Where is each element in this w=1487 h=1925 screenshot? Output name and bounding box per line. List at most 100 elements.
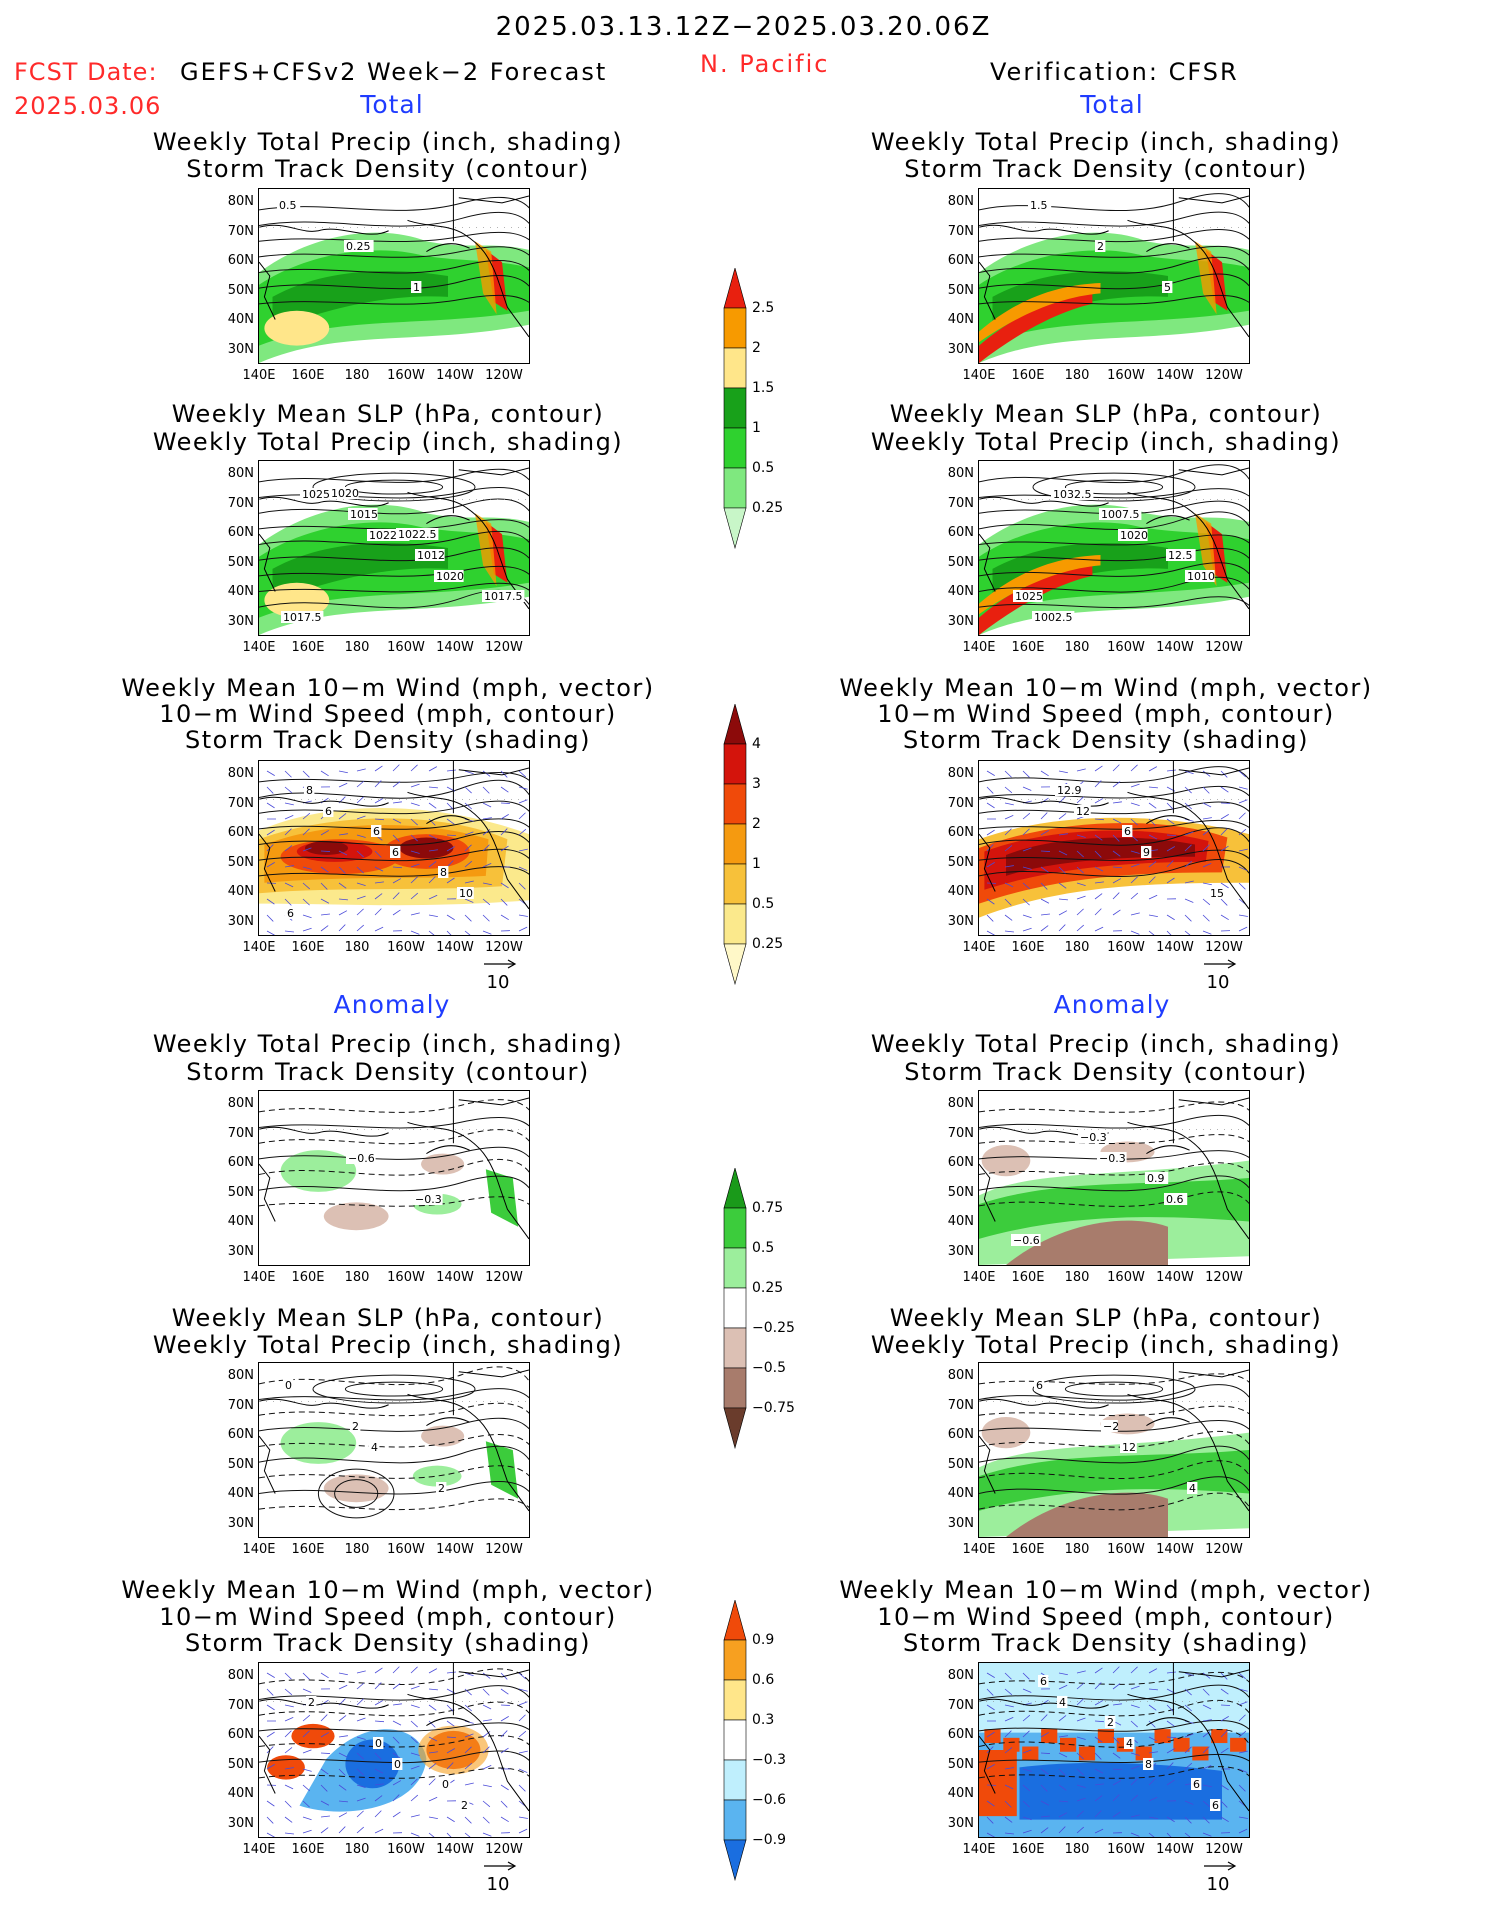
lon-label: 140E [962,940,996,955]
panel-title: Weekly Mean 10−m Wind (mph, vector) [121,1576,655,1604]
vector-reference-arrow [484,1861,517,1871]
contour-label: 6 [1040,1675,1047,1688]
contour-label-bg [1051,488,1094,500]
panel-title: Weekly Mean 10−m Wind (mph, vector) [839,1576,1373,1604]
lon-label: 140E [962,1542,996,1557]
contour-label: −0.3 [415,1193,442,1206]
contour-label-bg [1032,611,1075,623]
map-field: 1032.5 1020 1010 1002.5 1007.5 12.5 1025 [979,461,1249,635]
contour-label-bg [346,1152,376,1164]
panel-title: Storm Track Density (contour) [186,155,590,183]
colorbar-label: 0.75 [752,1200,784,1216]
contour-label-bg [1055,784,1085,796]
lon-label: 120W [1205,1270,1243,1285]
colorbar-swatch [723,268,747,309]
contour-label-bg [459,1799,470,1811]
colorbar-label: −0.3 [752,1752,786,1768]
panel-title: Weekly Total Precip (inch, shading) [152,128,624,156]
contour-label-bg [482,590,525,602]
colorbar-swatch [723,823,747,865]
colorbar-label: 1 [752,420,761,436]
contour-label-bg [350,1420,361,1432]
contour-label-bg [1118,529,1148,541]
colorbar-label: 0.5 [752,460,775,476]
panel-title: Weekly Mean 10−m Wind (mph, vector) [121,674,655,702]
lon-label: 140E [242,1842,276,1857]
colorbar-label: 0.5 [752,1240,775,1256]
contour-label-bg [1013,590,1043,602]
lon-label: 160E [1011,940,1045,955]
lat-label: 40N [947,1786,974,1801]
lon-label: 180 [1064,368,1090,383]
lat-label: 80N [227,1096,254,1111]
contour-label-bg [436,1482,447,1494]
lat-label: 80N [227,1368,254,1383]
fcst-label: FCST Date: [14,58,158,86]
lat-label: 70N [947,1697,974,1713]
lon-label: 160W [387,640,425,655]
contour-label-bg [1143,1758,1154,1770]
lat-label: 30N [227,613,254,629]
panel-title: Weekly Mean SLP (hPa, contour) [171,400,605,428]
contour-label-bg [348,508,378,520]
panel-title: Weekly Total Precip (inch, shading) [870,128,1342,156]
panel-title: Weekly Mean SLP (hPa, contour) [889,1304,1323,1332]
lat-label: 50N [947,554,974,570]
lat-label: 50N [227,1456,254,1472]
contour-label: 6 [373,825,380,838]
lon-label: 140E [242,940,276,955]
contour-label: 1020 [436,570,464,583]
lon-label: 160W [1107,368,1145,383]
contour-label: 8 [306,784,313,797]
contour-label: 8 [440,866,447,879]
colorbar-label: 0.5 [752,896,775,912]
lat-label: 30N [227,1515,254,1531]
panel-title: 10−m Wind Speed (mph, contour) [877,700,1335,728]
lon-label: 140W [1156,640,1194,655]
panel-title: Weekly Total Precip (inch, shading) [152,428,624,456]
lat-label: 70N [947,1125,974,1141]
colorbar-swatch [723,704,747,745]
lon-label: 120W [485,1542,523,1557]
verification-map-wind_storm-total: 12 9 15 12.9 6 [978,760,1250,936]
lat-label: 40N [227,584,254,599]
forecast-map-precip_storm-anomaly: −0.6 −0.3 [258,1090,530,1266]
lat-label: 80N [227,194,254,209]
colorbar-label: 2 [752,816,761,832]
lat-label: 60N [947,253,974,268]
contour-label: 12 [1076,805,1090,818]
lat-label: 50N [947,282,974,298]
contour-label: 2 [352,1420,359,1433]
contour-label: 1032.5 [1053,488,1092,501]
contour-label: 1025 [302,488,330,501]
lon-label: 160W [387,1270,425,1285]
colorbar-label: 0.25 [752,936,784,952]
verification-map-slp_precip-total: 1032.5 1020 1010 1002.5 1007.5 12.5 1025 [978,460,1250,636]
colorbar-swatch [723,1759,747,1801]
colorbar-label: 3 [752,776,761,792]
verification-map-precip_storm-anomaly: −0.3 0.6 −0.6 −0.3 0.9 [978,1090,1250,1266]
contour-label: 6 [1124,825,1131,838]
lon-label: 160W [387,1542,425,1557]
contour-label: −0.3 [1099,1152,1126,1165]
contour-label: 8 [1145,1758,1152,1771]
map-field: 12 9 15 12.9 6 [979,761,1249,935]
lon-label: 140E [242,640,276,655]
colorbar-swatch [723,1600,747,1641]
contour-label-bg [1105,1716,1116,1728]
contour-label: 4 [371,1441,378,1454]
lat-label: 50N [227,1756,254,1772]
verification-map-slp_precip-anomaly: 12 4 6 −2 [978,1362,1250,1538]
colorbar-label: 2 [752,340,761,356]
contour-label: 6 [1036,1379,1043,1392]
lat-label: 70N [947,795,974,811]
lat-label: 60N [947,1727,974,1742]
lat-label: 30N [227,913,254,929]
contour-label: 1025 [1015,590,1043,603]
colorbar-label: −0.25 [752,1320,795,1336]
panel-title: Weekly Total Precip (inch, shading) [152,1030,624,1058]
lon-label: 160E [291,940,325,955]
contour-label: 6 [392,846,399,859]
